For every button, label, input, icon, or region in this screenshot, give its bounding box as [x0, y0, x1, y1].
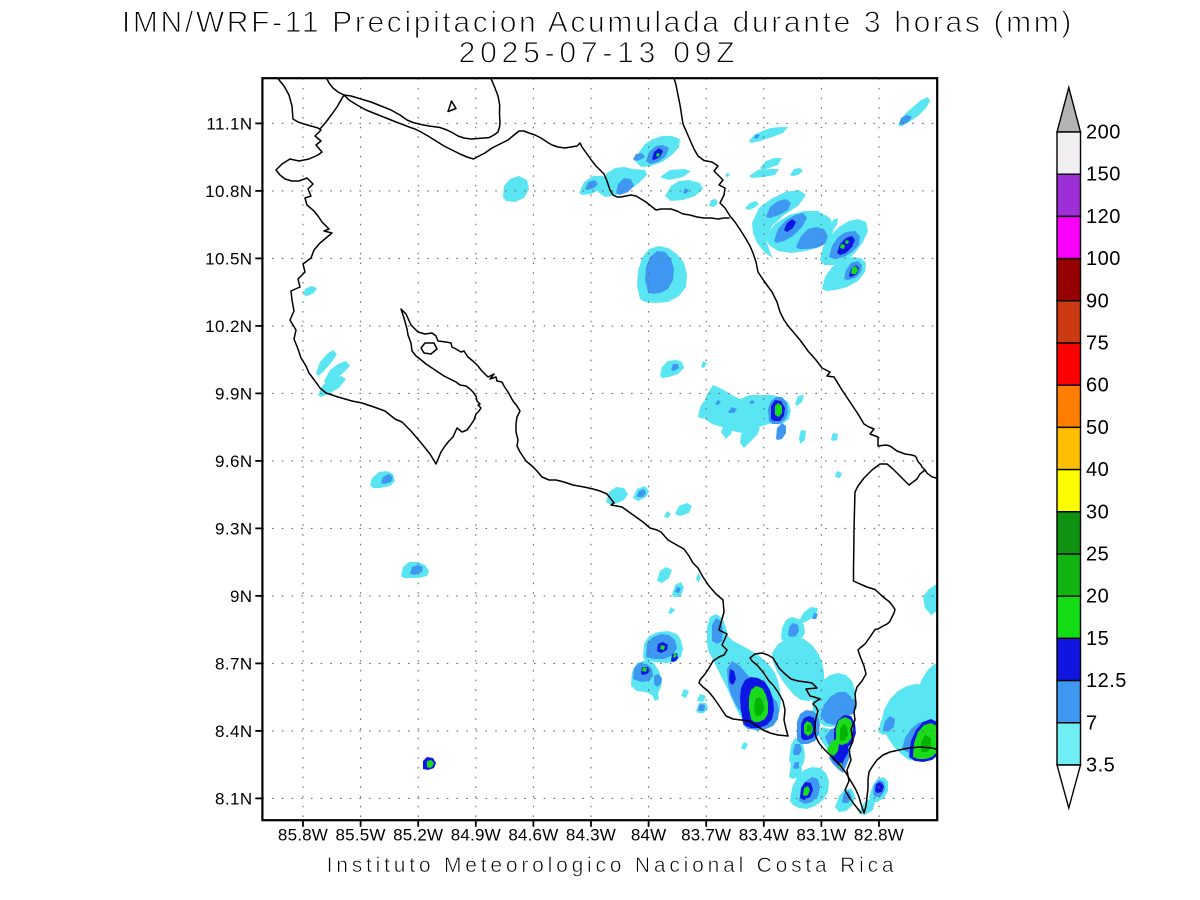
svg-text:9N: 9N [230, 587, 253, 606]
svg-text:10.5N: 10.5N [205, 250, 252, 269]
svg-text:82.8W: 82.8W [854, 826, 904, 845]
svg-text:2025-07-13 09Z: 2025-07-13 09Z [459, 37, 740, 70]
svg-text:9.9N: 9.9N [215, 385, 253, 404]
svg-text:83.7W: 83.7W [681, 826, 731, 845]
svg-text:83.1W: 83.1W [796, 826, 846, 845]
svg-text:83.4W: 83.4W [739, 826, 789, 845]
svg-text:85.5W: 85.5W [336, 826, 386, 845]
svg-text:11.1N: 11.1N [206, 115, 252, 134]
svg-text:12.5: 12.5 [1086, 670, 1127, 692]
svg-text:20: 20 [1086, 586, 1109, 608]
svg-text:9.3N: 9.3N [215, 520, 253, 539]
svg-text:3.5: 3.5 [1086, 755, 1115, 777]
svg-text:15: 15 [1086, 628, 1109, 650]
svg-text:84.9W: 84.9W [451, 826, 501, 845]
svg-text:40: 40 [1086, 459, 1109, 481]
svg-text:10.8N: 10.8N [205, 182, 252, 201]
svg-text:75: 75 [1086, 333, 1109, 355]
svg-text:85.8W: 85.8W [278, 826, 328, 845]
svg-text:84W: 84W [631, 826, 667, 845]
svg-text:7: 7 [1086, 712, 1098, 734]
svg-text:10.2N: 10.2N [205, 317, 252, 336]
svg-text:200: 200 [1086, 122, 1121, 144]
svg-text:8.1N: 8.1N [215, 790, 253, 809]
svg-text:60: 60 [1086, 375, 1109, 397]
svg-text:25: 25 [1086, 544, 1109, 566]
svg-text:30: 30 [1086, 501, 1109, 523]
svg-text:8.7N: 8.7N [215, 655, 253, 674]
svg-text:150: 150 [1086, 164, 1121, 186]
svg-text:50: 50 [1086, 417, 1109, 439]
svg-text:120: 120 [1086, 206, 1121, 228]
svg-text:90: 90 [1086, 290, 1109, 312]
svg-text:9.6N: 9.6N [215, 452, 253, 471]
svg-text:Instituto Meteorologico Nacion: Instituto Meteorologico Nacional Costa R… [327, 854, 898, 877]
svg-text:85.2W: 85.2W [393, 826, 443, 845]
svg-text:100: 100 [1086, 248, 1121, 270]
svg-text:84.6W: 84.6W [508, 826, 558, 845]
svg-text:8.4N: 8.4N [215, 722, 253, 741]
svg-text:84.3W: 84.3W [566, 826, 616, 845]
svg-text:IMN/WRF-11 Precipitacion Acumu: IMN/WRF-11 Precipitacion Acumulada duran… [122, 6, 1074, 39]
